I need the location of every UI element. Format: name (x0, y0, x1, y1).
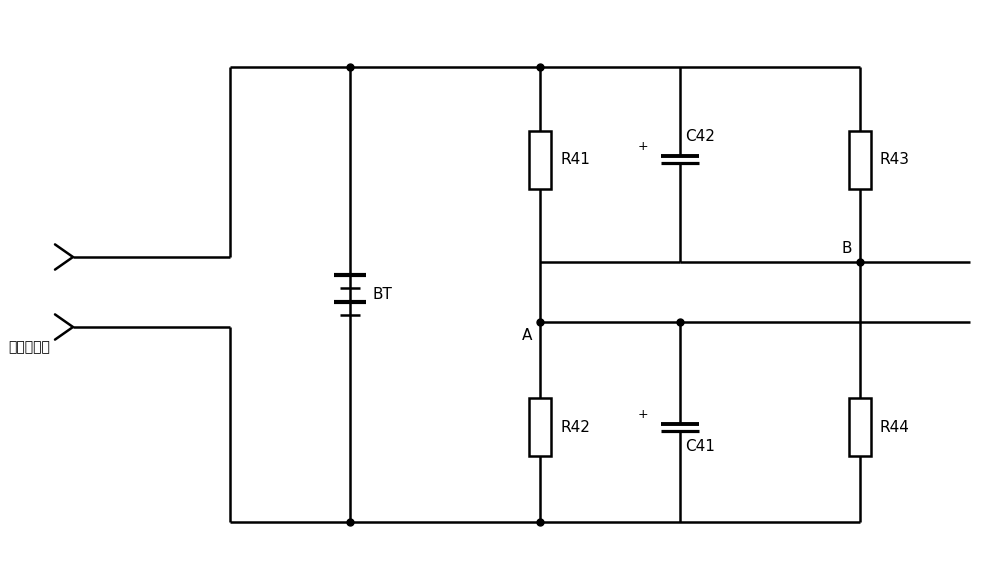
Bar (529, 130, 551, 188)
Text: 接充电电源: 接充电电源 (8, 340, 50, 354)
Text: C41: C41 (685, 439, 715, 454)
Bar (849, 130, 871, 188)
Text: +: + (638, 140, 648, 153)
Text: C42: C42 (685, 129, 715, 145)
Text: A: A (522, 328, 532, 343)
Text: R44: R44 (880, 420, 910, 434)
Text: R42: R42 (560, 420, 590, 434)
Bar (849, 398, 871, 456)
Text: R41: R41 (560, 152, 590, 167)
Text: R43: R43 (880, 152, 910, 167)
Text: +: + (638, 408, 648, 421)
Text: B: B (842, 241, 852, 256)
Text: BT: BT (372, 287, 392, 302)
Bar (529, 398, 551, 456)
